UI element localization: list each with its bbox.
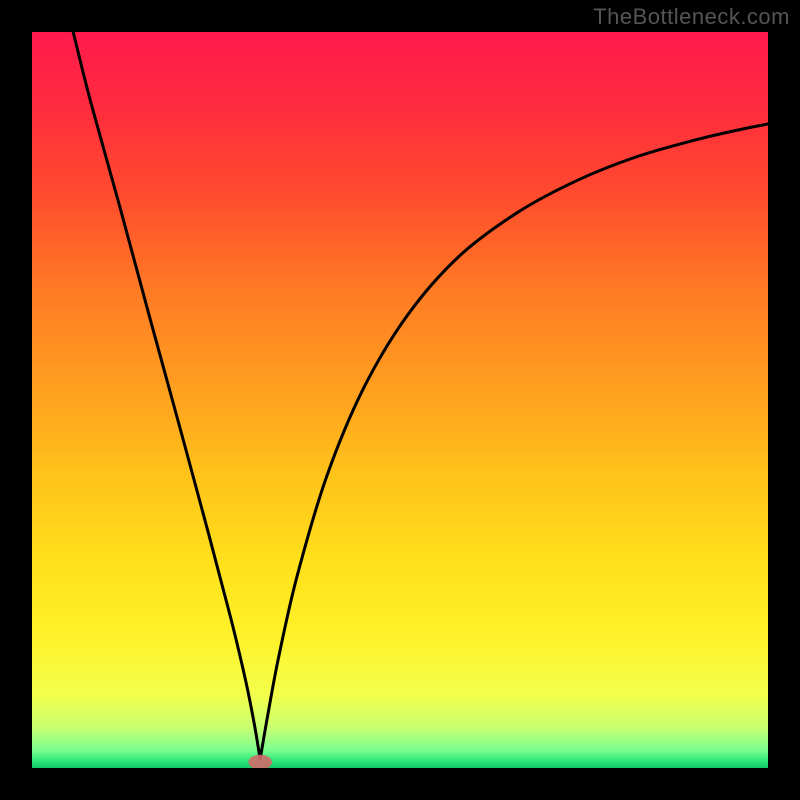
- bottleneck-chart: [32, 32, 768, 768]
- gradient-background: [32, 32, 768, 768]
- watermark-text: TheBottleneck.com: [593, 4, 790, 30]
- chart-root: TheBottleneck.com: [0, 0, 800, 800]
